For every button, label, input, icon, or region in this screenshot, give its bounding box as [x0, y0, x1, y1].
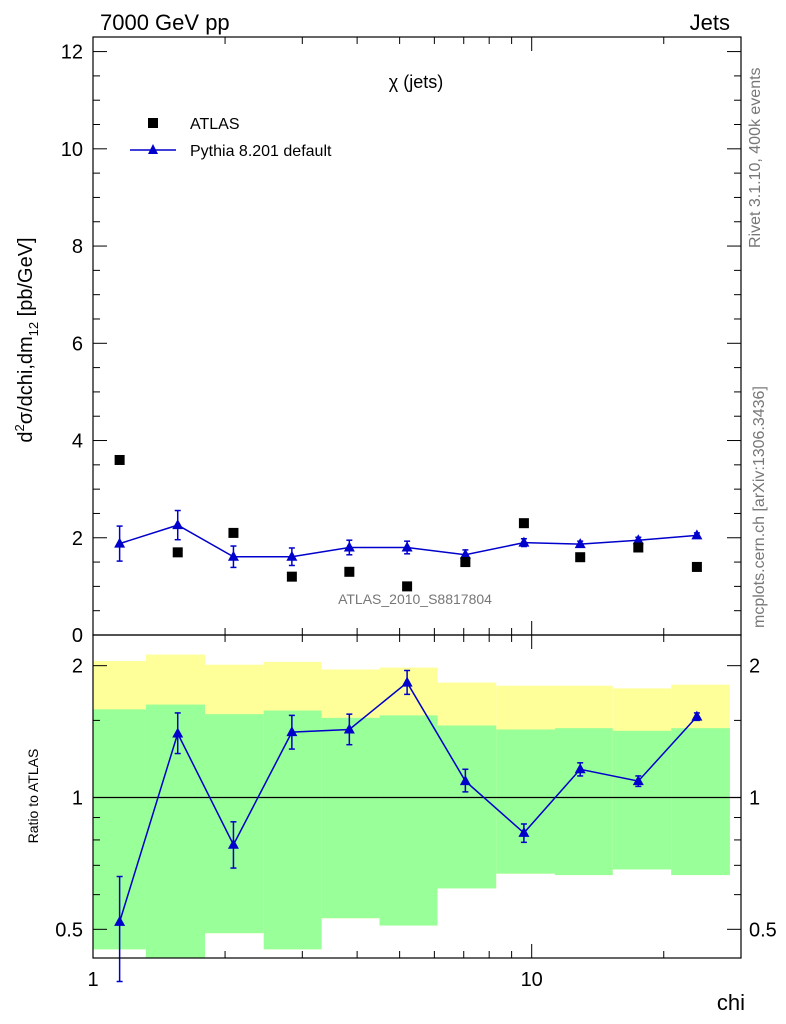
main-y-axis-label: d2σ/dchi,dm12 [pb/GeV] — [12, 237, 41, 442]
mc-point — [632, 534, 644, 545]
ratio-y-tick-label-right: 1 — [749, 787, 760, 809]
mc-point — [172, 519, 184, 530]
ratio-mc-series-layer — [114, 669, 703, 983]
ratio-mc-point — [114, 915, 126, 926]
mc-point — [114, 537, 126, 548]
inner-band-bin — [379, 715, 438, 926]
ratio-y-axis-label: Ratio to ATLAS — [25, 749, 41, 844]
ratio-uncertainty-bands — [93, 654, 730, 958]
ratio-mc-point — [172, 727, 184, 738]
data-point — [228, 527, 239, 538]
data-point — [633, 542, 644, 553]
data-point — [575, 552, 586, 563]
ratio-mc-point — [518, 826, 530, 837]
ratio-mc-point — [632, 775, 644, 786]
ratio-y-tick-label: 0.5 — [55, 919, 83, 941]
ratio-plot-ticks: 0.5 0.5 1 1 2 2 1 10 — [55, 635, 777, 991]
inner-band-bin — [554, 728, 613, 876]
y-tick-label: 6 — [72, 333, 83, 355]
y-tick-label: 8 — [72, 236, 83, 258]
rivet-version-label: Rivet 3.1.10, 400k events — [747, 67, 764, 248]
ratio-plot-border — [92, 634, 742, 959]
ratio-mc-point — [227, 838, 239, 849]
ratio-mc-point — [343, 723, 355, 734]
inner-band-bin — [496, 729, 555, 874]
y-tick-label: 10 — [61, 139, 83, 161]
mc-point — [286, 550, 298, 561]
mc-point — [227, 550, 239, 561]
legend: ATLAS Pythia 8.201 default — [130, 116, 332, 160]
mc-point — [574, 538, 586, 549]
mc-series-layer — [114, 509, 703, 569]
legend-data-label: ATLAS — [190, 116, 240, 133]
ratio-y-tick-label-right: 2 — [749, 656, 760, 678]
inner-band-bin — [263, 710, 322, 950]
analysis-id-label: ATLAS_2010_S8817804 — [338, 591, 492, 607]
x-tick-label: 1 — [87, 969, 98, 991]
ratio-plot-frame — [92, 634, 742, 959]
y-tick-label: 2 — [72, 528, 83, 550]
mc-point — [459, 548, 471, 559]
data-point — [172, 547, 183, 558]
y-tick-label: 4 — [72, 431, 83, 453]
inner-band-bin — [437, 725, 497, 889]
ratio-mc-point — [286, 726, 298, 737]
x-tick-label: 10 — [521, 969, 543, 991]
legend-mc-label: Pythia 8.201 default — [190, 143, 332, 160]
ratio-mc-point — [459, 775, 471, 786]
header-energy-label: 7000 GeV pp — [100, 10, 230, 35]
mc-point — [518, 536, 530, 547]
ratio-mc-point — [691, 710, 703, 721]
mc-point — [691, 529, 703, 540]
mc-point — [343, 541, 355, 552]
header-process-label: Jets — [690, 10, 730, 35]
legend-mc-marker — [148, 144, 158, 154]
ratio-y-tick-label: 2 — [72, 656, 83, 678]
data-point — [518, 518, 529, 529]
mcplots-label: mcplots.cern.ch [arXiv:1306.3436] — [751, 386, 768, 628]
y-tick-label: 12 — [61, 42, 83, 64]
ratio-y-tick-label-right: 0.5 — [749, 919, 777, 941]
ratio-mc-point — [574, 763, 586, 774]
inner-band-bin — [145, 704, 205, 958]
inner-band-bin — [612, 730, 672, 870]
inner-band-bin — [321, 717, 380, 919]
ratio-y-tick-label: 1 — [72, 787, 83, 809]
plot-title: χ (jets) — [389, 72, 443, 92]
mc-point — [401, 541, 413, 552]
inner-band-bin — [204, 714, 264, 934]
main-plot-ticks: 0 2 4 6 8 10 12 — [61, 37, 742, 647]
data-point — [691, 561, 702, 572]
data-point — [402, 581, 413, 592]
data-point — [114, 454, 125, 465]
x-axis-label: chi — [717, 990, 745, 1015]
data-point — [460, 557, 471, 568]
data-point — [286, 571, 297, 582]
data-point — [344, 566, 355, 577]
y-tick-label: 0 — [72, 625, 83, 647]
data-series-layer — [114, 454, 702, 592]
inner-band-bin — [671, 728, 730, 876]
ratio-mc-point — [401, 676, 413, 687]
legend-data-marker — [148, 118, 158, 128]
